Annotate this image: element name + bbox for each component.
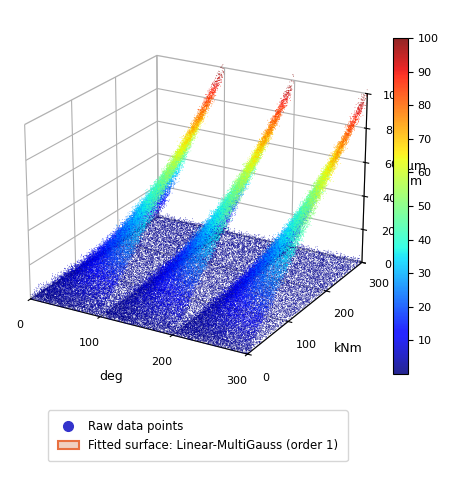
X-axis label: deg: deg bbox=[99, 370, 123, 383]
Legend: Raw data points, Fitted surface: Linear-MultiGauss (order 1): Raw data points, Fitted surface: Linear-… bbox=[48, 411, 348, 461]
Y-axis label: kNm: kNm bbox=[334, 342, 363, 354]
